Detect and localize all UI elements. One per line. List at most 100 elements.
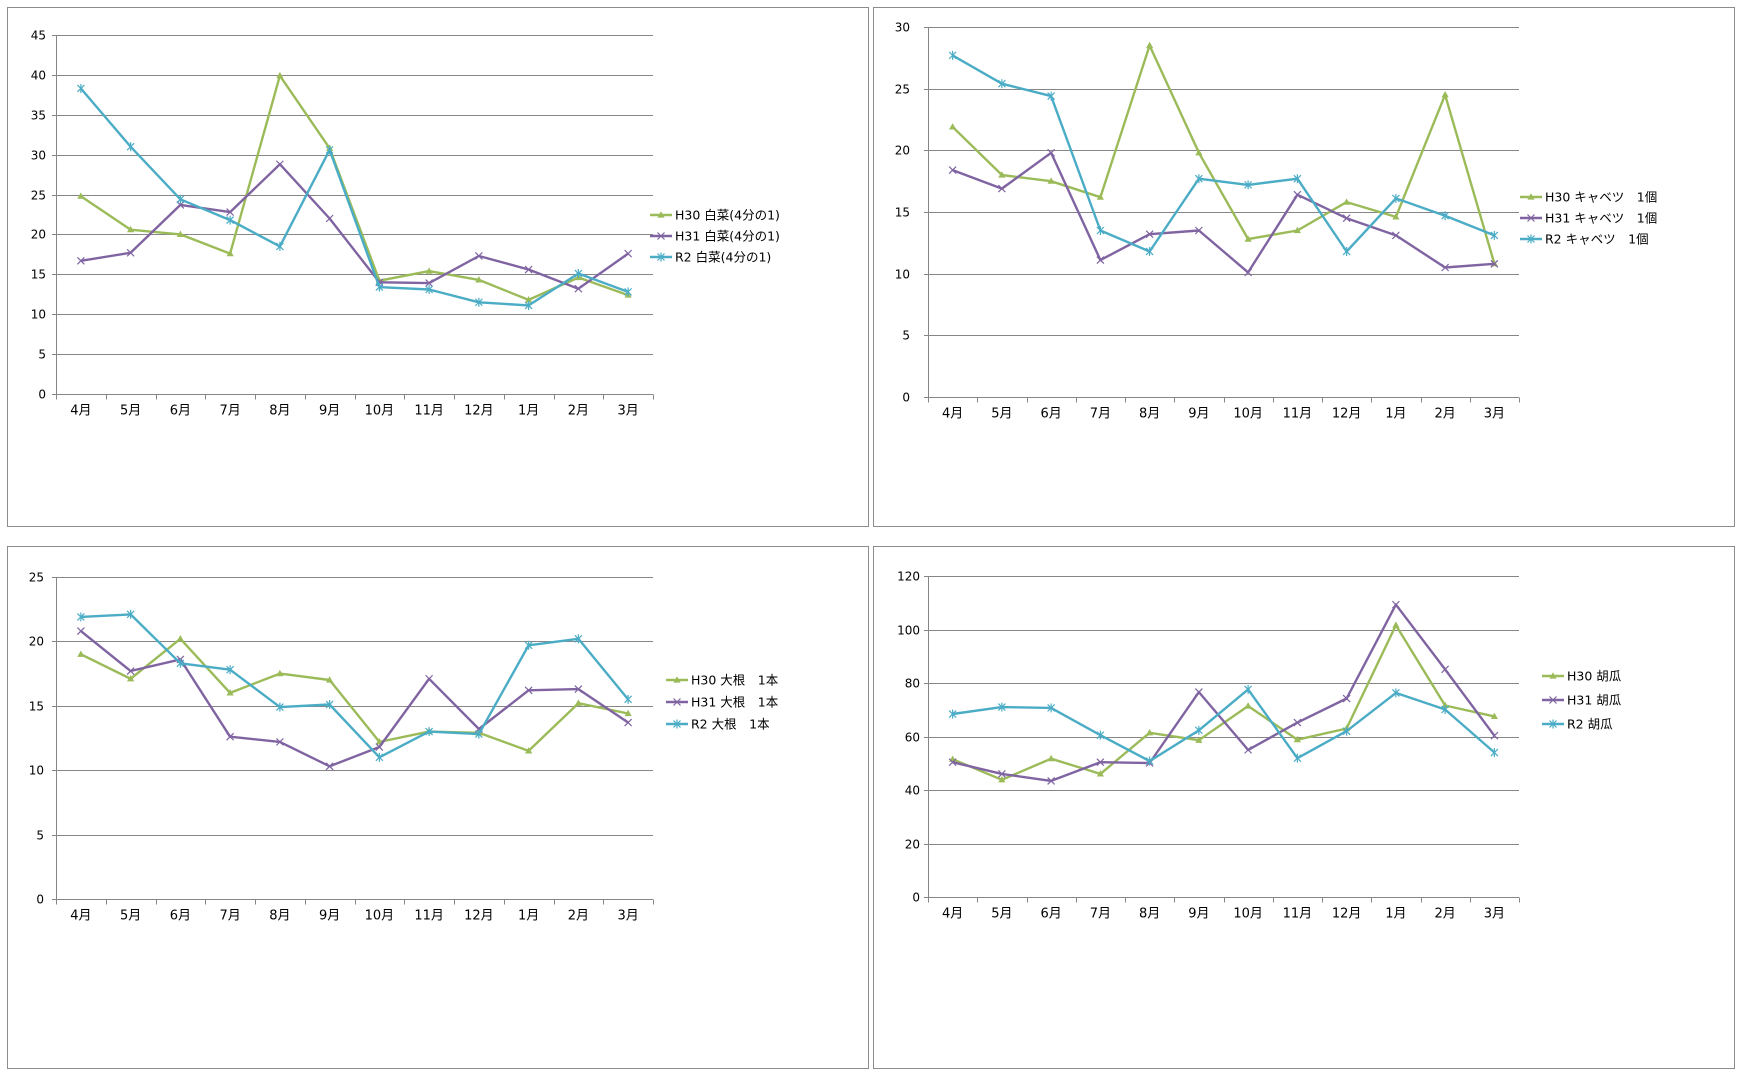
data-point bbox=[325, 214, 334, 223]
legend-marker bbox=[673, 676, 681, 683]
x-tick-label: 12月 bbox=[464, 909, 494, 924]
x-tick-label: 11月 bbox=[414, 404, 444, 419]
data-point bbox=[127, 225, 135, 233]
data-point bbox=[1342, 726, 1351, 736]
data-point bbox=[1244, 268, 1253, 277]
legend-label: H31 大根 1本 bbox=[691, 695, 779, 710]
gridlines bbox=[56, 35, 653, 355]
y-tick-label: 0 bbox=[38, 388, 46, 402]
x-tick-label: 8月 bbox=[1139, 407, 1160, 422]
data-point bbox=[176, 201, 185, 209]
data-point bbox=[226, 732, 235, 741]
data-point bbox=[624, 709, 632, 717]
x-tick-label: 7月 bbox=[1090, 407, 1111, 422]
data-point bbox=[1392, 621, 1400, 628]
y-tick-label: 20 bbox=[29, 635, 44, 649]
legend-label: H30 白菜(4分の1) bbox=[675, 208, 780, 223]
x-tick-label: 11月 bbox=[1283, 907, 1313, 922]
data-point bbox=[275, 737, 284, 746]
legend-label: R2 大根 1本 bbox=[691, 717, 770, 732]
data-point bbox=[949, 755, 957, 762]
x-tick-label: 3月 bbox=[617, 909, 638, 924]
y-tick-label: 10 bbox=[31, 308, 46, 322]
data-point bbox=[76, 627, 85, 636]
legend: H30 白菜(4分の1) H31 白菜(4分の1) R2 白菜(4分の1) bbox=[650, 208, 780, 265]
x-tick-label: 2月 bbox=[568, 909, 589, 924]
data-point bbox=[1194, 226, 1203, 235]
legend-marker bbox=[657, 252, 665, 262]
data-point bbox=[275, 160, 284, 169]
x-tick-label: 5月 bbox=[120, 404, 141, 419]
data-point bbox=[126, 667, 135, 675]
x-axis: 4月 5月 6月 7月 8月 9月 10月 11月 12月 1月 2月 3月 bbox=[928, 897, 1520, 922]
gridlines bbox=[56, 577, 653, 836]
data-point bbox=[275, 241, 284, 251]
chart-daikon: 0 5 10 15 20 25 4月 5月 6月 7月 8月 9月 10月 11月 12月 1月 2月 3月 H30… bbox=[29, 571, 779, 924]
y-tick-label: 0 bbox=[912, 891, 920, 905]
data-point bbox=[176, 230, 184, 238]
y-tick-label: 60 bbox=[905, 731, 920, 745]
y-tick-label: 0 bbox=[36, 893, 44, 907]
data-point bbox=[1195, 736, 1203, 743]
series-h30 bbox=[949, 41, 1498, 267]
data-point bbox=[1391, 600, 1400, 609]
data-point bbox=[127, 674, 135, 682]
data-point bbox=[1195, 149, 1203, 156]
data-point bbox=[375, 752, 384, 762]
x-tick-label: 11月 bbox=[1283, 407, 1313, 422]
x-tick-label: 3月 bbox=[1484, 907, 1505, 922]
data-point bbox=[1244, 702, 1252, 709]
series-line-h30 bbox=[80, 74, 629, 302]
x-tick-label: 7月 bbox=[1090, 907, 1111, 922]
data-point bbox=[425, 284, 434, 294]
y-axis: 0 5 10 15 20 25 bbox=[29, 571, 57, 907]
data-point bbox=[226, 249, 234, 257]
x-tick-label: 9月 bbox=[1188, 907, 1209, 922]
legend-item-h30: H30 胡瓜 bbox=[1542, 669, 1622, 684]
x-tick-label: 2月 bbox=[1434, 907, 1455, 922]
y-tick-label: 25 bbox=[895, 83, 910, 97]
x-tick-label: 6月 bbox=[170, 909, 191, 924]
series-line-r2 bbox=[952, 688, 1496, 763]
data-point bbox=[76, 256, 85, 265]
x-tick-label: 10月 bbox=[365, 909, 395, 924]
legend-label: R2 白菜(4分の1) bbox=[675, 250, 771, 265]
x-tick-label: 8月 bbox=[269, 909, 290, 924]
data-point bbox=[126, 142, 135, 152]
data-point bbox=[1145, 230, 1154, 239]
data-point bbox=[624, 694, 633, 704]
y-tick-label: 120 bbox=[897, 570, 920, 584]
legend-item-h30: H30 キャベツ 1個 bbox=[1520, 190, 1657, 205]
y-tick-label: 25 bbox=[31, 189, 46, 203]
data-point bbox=[126, 248, 135, 257]
data-point bbox=[574, 685, 583, 693]
x-tick-label: 10月 bbox=[1233, 407, 1263, 422]
data-point bbox=[1441, 704, 1450, 714]
series-line-h31 bbox=[952, 603, 1496, 783]
x-tick-label: 4月 bbox=[942, 407, 963, 422]
legend-marker bbox=[1527, 214, 1535, 222]
y-tick-label: 15 bbox=[29, 700, 44, 714]
y-tick-label: 10 bbox=[29, 764, 44, 778]
x-axis: 4月 5月 6月 7月 8月 9月 10月 11月 12月 1月 2月 3月 bbox=[56, 899, 654, 924]
data-point bbox=[1096, 770, 1104, 777]
data-point bbox=[226, 208, 235, 217]
data-point bbox=[1391, 193, 1400, 203]
data-point bbox=[1490, 259, 1499, 268]
series-line-h30 bbox=[952, 623, 1495, 782]
legend-marker bbox=[657, 211, 665, 218]
legend-label: H30 キャベツ 1個 bbox=[1545, 190, 1657, 205]
data-point bbox=[574, 269, 583, 279]
x-tick-label: 8月 bbox=[269, 404, 290, 419]
data-point bbox=[325, 762, 334, 771]
data-point bbox=[998, 776, 1006, 783]
data-point bbox=[1146, 728, 1154, 736]
legend-item-h31: H31 キャベツ 1個 bbox=[1520, 211, 1657, 226]
x-tick-label: 7月 bbox=[219, 909, 240, 924]
chart-panel-daikon: 0 5 10 15 20 25 4月 5月 6月 7月 8月 9月 10月 11月 12月 1月 2月 3月 H30… bbox=[7, 546, 869, 1069]
y-tick-label: 30 bbox=[895, 21, 910, 35]
series-h31 bbox=[948, 600, 1499, 785]
data-point bbox=[226, 665, 235, 675]
y-tick-label: 10 bbox=[895, 268, 910, 282]
data-point bbox=[1391, 688, 1400, 698]
